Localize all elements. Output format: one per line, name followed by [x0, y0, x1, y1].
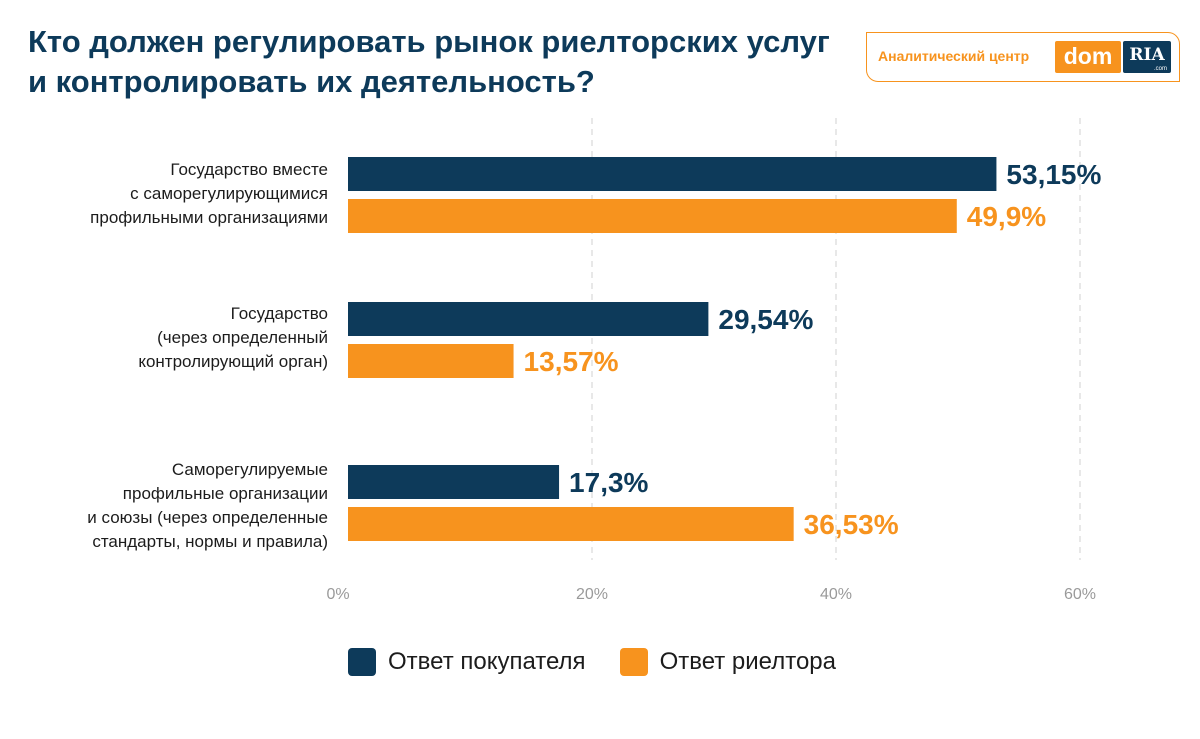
value-label-realtor: 13,57% — [524, 346, 619, 377]
category-label-1: Государство вместе с саморегулирующимися… — [28, 158, 328, 230]
legend-item-realtor: Ответ риелтора — [619, 648, 836, 676]
bar-realtor — [348, 199, 957, 233]
brand-ria-logo: RIA .com — [1123, 41, 1171, 73]
bar-buyer — [348, 157, 997, 191]
bar-buyer — [348, 302, 709, 336]
category-label-line: Саморегулируемые — [171, 460, 328, 479]
value-label-buyer: 53,15% — [1006, 159, 1101, 190]
brand-text: Аналитический центр — [878, 48, 1030, 64]
value-label-realtor: 36,53% — [804, 509, 899, 540]
brand-ria-subtext: .com — [1153, 66, 1167, 72]
bar-realtor — [348, 344, 514, 378]
x-tick-label: 60% — [1064, 586, 1096, 603]
category-label-line: стандарты, нормы и правила) — [92, 532, 328, 551]
x-tick-label: 0% — [326, 586, 349, 603]
legend: Ответ покупателя Ответ риелтора — [348, 645, 870, 679]
chart-title: Кто должен регулировать рынок риелторски… — [28, 22, 830, 102]
chart-title-line-1: Кто должен регулировать рынок риелторски… — [28, 24, 830, 59]
value-label-buyer: 17,3% — [569, 467, 648, 498]
x-tick-label: 20% — [576, 586, 608, 603]
category-label-line: контролирующий орган) — [138, 352, 328, 371]
category-label-line: профильные организации — [122, 484, 328, 503]
category-label-line: Государство вместе — [170, 160, 328, 179]
legend-swatch-realtor — [619, 648, 648, 676]
legend-label-realtor: Ответ риелтора — [659, 648, 836, 675]
category-label-line: (через определенный — [157, 328, 328, 347]
value-label-realtor: 49,9% — [967, 201, 1046, 232]
category-label-line: и союзы (через определенные — [87, 508, 328, 527]
category-label-line: с саморегулирующимися — [130, 184, 328, 203]
bar-buyer — [348, 465, 560, 499]
chart-title-line-2: и контролировать их деятельность? — [28, 64, 595, 99]
category-label-2: Государство (через определенный контроли… — [28, 302, 328, 374]
category-label-line: Государство — [230, 304, 328, 323]
legend-item-buyer: Ответ покупателя — [348, 648, 586, 676]
legend-label-buyer: Ответ покупателя — [388, 648, 586, 675]
brand-ria-text: RIA — [1129, 45, 1165, 65]
legend-swatch-buyer — [348, 648, 376, 676]
x-tick-label: 40% — [820, 586, 852, 603]
category-label-line: профильными организациями — [90, 208, 328, 227]
brand-logo: Аналитический центр dom RIA .com — [866, 32, 1180, 82]
bar-realtor — [348, 507, 794, 541]
brand-dom-logo: dom — [1055, 41, 1121, 73]
value-label-buyer: 29,54% — [718, 304, 813, 335]
category-label-3: Саморегулируемые профильные организации … — [28, 458, 328, 554]
